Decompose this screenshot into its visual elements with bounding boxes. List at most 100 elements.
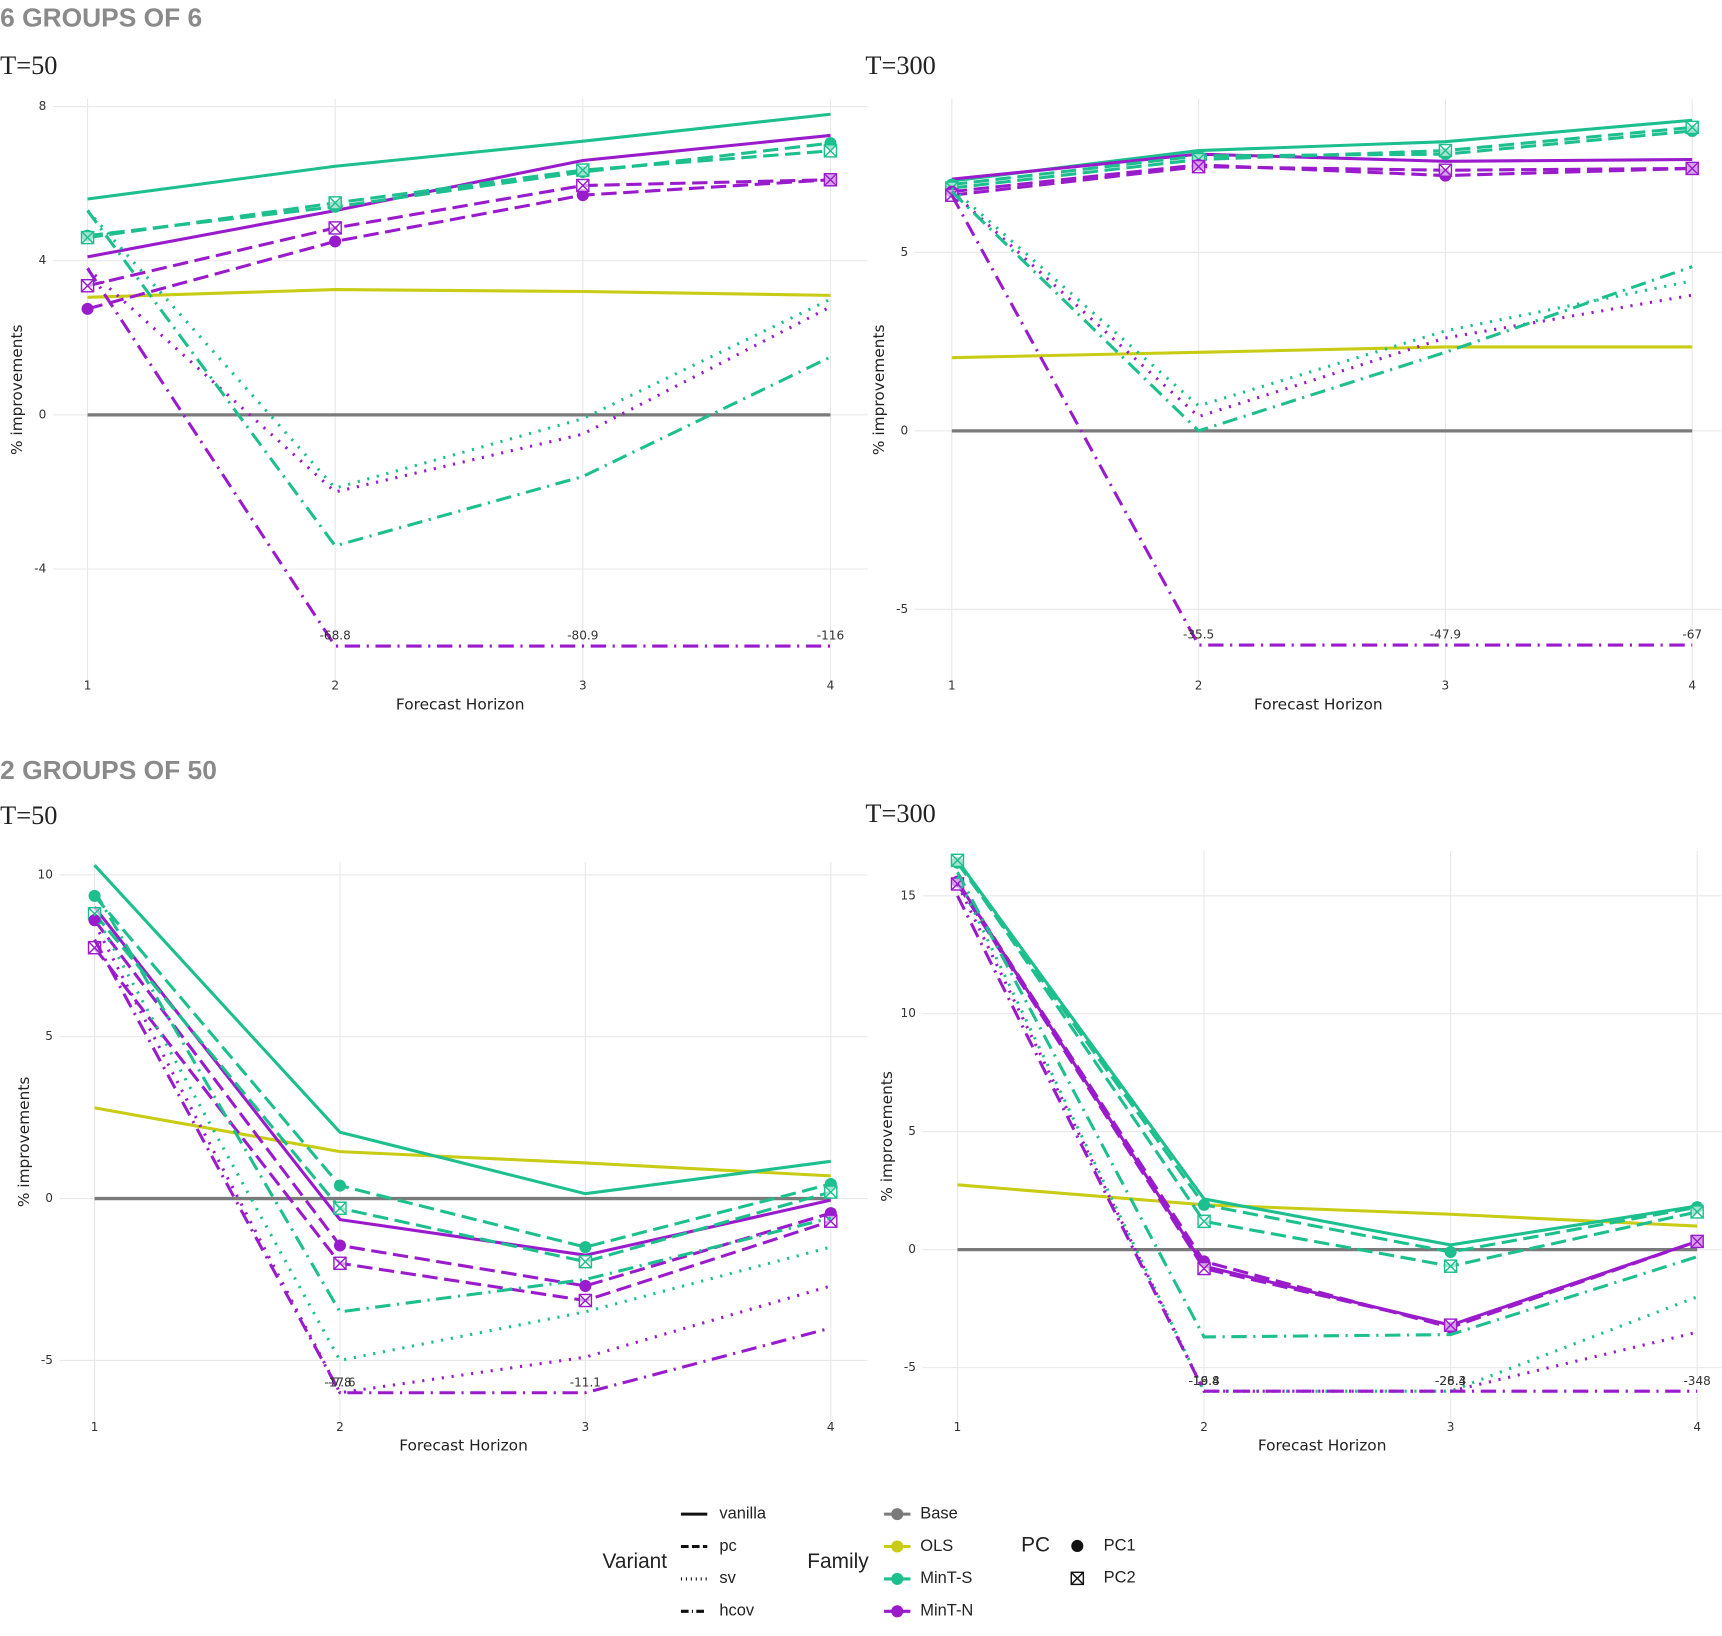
x-tick-label: 1 <box>948 679 956 693</box>
marker <box>1444 1245 1457 1259</box>
series-line <box>93 912 832 1264</box>
section-heading: 6 GROUPS OF 6 <box>0 3 202 33</box>
marker <box>1438 163 1453 177</box>
y-tick-label: 5 <box>901 245 909 259</box>
marker <box>1690 1234 1704 1249</box>
marker <box>80 230 95 245</box>
x-axis-title: Forecast Horizon <box>396 695 525 713</box>
annotation: -11.1 <box>570 1375 601 1389</box>
series-line <box>93 919 832 1288</box>
legend-title: Variant <box>603 1550 668 1573</box>
legend-title: PC <box>1021 1533 1050 1556</box>
series-line <box>951 152 1693 181</box>
legend-label: pc <box>719 1537 736 1555</box>
series-line <box>86 209 832 548</box>
series-line <box>87 112 831 201</box>
marker <box>1197 1261 1211 1276</box>
series-line <box>956 859 1698 1247</box>
legend-label: PC1 <box>1104 1536 1136 1554</box>
x-tick-label: 2 <box>331 679 339 693</box>
series-line <box>951 129 1693 187</box>
series-line <box>94 1106 831 1178</box>
panel-title: T=50 <box>0 801 57 830</box>
series-line <box>93 922 832 1395</box>
x-tick-label: 2 <box>336 1420 344 1434</box>
series-line <box>956 895 1698 1393</box>
x-axis-title: Forecast Horizon <box>1254 695 1383 713</box>
marker <box>1690 1205 1704 1219</box>
series-line <box>956 880 1698 1327</box>
series-line <box>87 178 831 311</box>
marker <box>579 1241 592 1254</box>
y-tick-label: 0 <box>45 1191 53 1205</box>
marker <box>576 163 590 177</box>
annotation: -47.9 <box>1430 628 1461 642</box>
y-tick-label: 0 <box>39 407 47 421</box>
marker <box>329 235 342 248</box>
marker <box>824 1185 838 1199</box>
panel-title: T=300 <box>865 51 935 80</box>
series-line <box>956 861 1698 1254</box>
marker <box>1438 143 1453 158</box>
series-line <box>93 894 832 1249</box>
annotation: -16.8 <box>1188 1374 1219 1388</box>
series-line <box>86 267 832 494</box>
series-line <box>956 871 1698 1339</box>
series-line <box>93 938 832 1395</box>
y-tick-label: 10 <box>38 867 53 881</box>
legend-key <box>891 1508 904 1521</box>
series-line <box>950 186 1693 408</box>
y-tick-label: 5 <box>45 1029 53 1043</box>
y-tick-label: 15 <box>901 888 916 902</box>
annotation: -28.4 <box>1435 1374 1466 1388</box>
annotation: -348 <box>1683 1374 1710 1388</box>
marker <box>950 853 965 868</box>
annotation: -67 <box>1682 628 1702 642</box>
series-line <box>950 190 1693 433</box>
series-line <box>956 883 1698 1393</box>
marker <box>1198 1198 1211 1211</box>
marker <box>333 1239 347 1252</box>
x-tick-label: 3 <box>579 679 587 693</box>
legend-label: Base <box>920 1504 958 1522</box>
marker <box>578 1254 593 1269</box>
series-line <box>93 890 832 1314</box>
series-line <box>957 1183 1698 1228</box>
x-tick-label: 2 <box>1200 1420 1208 1434</box>
annotation: -19.4 <box>1188 1374 1219 1388</box>
legend-label: hcov <box>719 1602 755 1620</box>
annotation: -7.8 <box>328 1375 352 1389</box>
legend-key <box>891 1572 904 1585</box>
marker <box>80 278 95 293</box>
series-line <box>86 209 832 490</box>
y-tick-label: 4 <box>39 253 47 267</box>
x-tick-label: 4 <box>1693 1420 1701 1434</box>
series-line <box>86 267 831 648</box>
marker <box>576 178 590 193</box>
x-tick-label: 4 <box>1688 679 1696 693</box>
x-tick-label: 1 <box>84 679 92 693</box>
marker <box>824 1214 838 1228</box>
series-line <box>951 165 1693 197</box>
legend-label: MinT-S <box>920 1569 972 1587</box>
marker <box>333 1256 347 1271</box>
y-tick-label: 0 <box>908 1242 916 1256</box>
marker <box>1070 1571 1085 1586</box>
x-axis-title: Forecast Horizon <box>1258 1437 1387 1455</box>
series-line <box>956 876 1698 1393</box>
annotation: -80.9 <box>567 629 598 643</box>
y-axis-title: % improvements <box>15 1077 33 1208</box>
legend-label: vanilla <box>719 1504 766 1522</box>
series-line <box>93 946 832 1303</box>
annotation: -17.6 <box>324 1375 355 1389</box>
series-line <box>951 345 1693 360</box>
series-line <box>93 864 831 1196</box>
y-axis-title: % improvements <box>8 325 26 456</box>
marker <box>1443 1318 1458 1332</box>
legend-label: MinT-N <box>920 1602 973 1620</box>
legend-key <box>891 1605 904 1618</box>
x-axis-title: Forecast Horizon <box>399 1437 528 1455</box>
marker <box>1685 161 1699 176</box>
series-line <box>87 178 831 288</box>
legend-label: sv <box>719 1569 736 1587</box>
